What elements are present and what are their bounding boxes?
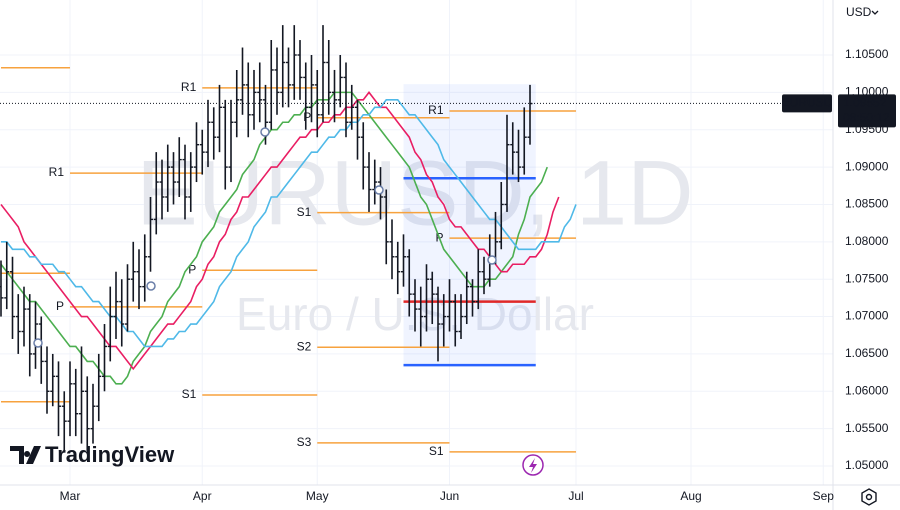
x-tick-label: Jul <box>568 489 583 503</box>
y-tick-label: 1.06500 <box>845 346 889 360</box>
event-icon[interactable] <box>487 255 497 265</box>
y-tick-label: 1.06000 <box>845 383 889 397</box>
x-tick-label: Jun <box>440 489 459 503</box>
moving-average <box>0 91 560 371</box>
pivot-label: R1 <box>428 103 444 117</box>
brand: TradingView <box>45 442 175 467</box>
logo-mark <box>10 446 41 464</box>
moving-averages <box>0 91 577 385</box>
settings-button[interactable] <box>861 488 877 506</box>
lightning-icon[interactable] <box>522 454 544 476</box>
symbol-tag <box>782 94 832 113</box>
settings-dot <box>865 493 873 501</box>
last-price-label: 1.09852 <box>843 96 887 110</box>
price-tag <box>838 94 896 128</box>
pivot-label: R1 <box>181 80 197 94</box>
pivot-label: P <box>188 262 196 276</box>
y-tick-label: 1.07500 <box>845 271 889 285</box>
y-tick-label: 1.10500 <box>845 47 889 61</box>
event-icon[interactable] <box>260 127 270 137</box>
pivot-label: S1 <box>429 444 444 458</box>
countdown: 08:50:12 <box>843 111 890 125</box>
price-bars <box>0 25 533 452</box>
y-tick-label: 1.07000 <box>845 309 889 323</box>
y-tick-label: 1.08000 <box>845 234 889 248</box>
moving-average <box>1 99 577 348</box>
pivot-label: S3 <box>297 435 312 449</box>
volume-profile <box>403 84 536 367</box>
settings-hex <box>861 488 877 506</box>
x-tick-label: Apr <box>193 489 212 503</box>
y-tick-label: 1.08500 <box>845 197 889 211</box>
moving-average <box>0 91 548 385</box>
pivot-label: R1 <box>49 165 65 179</box>
profile-area <box>403 84 536 366</box>
pivot-label: P <box>56 299 64 313</box>
chevron <box>871 10 879 15</box>
event-icon[interactable] <box>146 281 156 291</box>
event-icons <box>33 127 497 348</box>
pivot-label: P <box>303 110 311 124</box>
logo[interactable]: TradingView <box>10 442 175 467</box>
symbol-label: EURUSD <box>782 96 833 110</box>
pivot-label: S1 <box>182 387 197 401</box>
x-tick-label: Mar <box>60 489 81 503</box>
y-tick-label: 1.05500 <box>845 421 889 435</box>
watermark: EURUSD, 1D <box>136 142 693 244</box>
currency: USD <box>846 5 872 19</box>
pivot-label: S2 <box>297 339 312 353</box>
lightning-bolt <box>529 458 537 473</box>
y-tick-label: 1.05000 <box>845 458 889 472</box>
y-tick-label: 1.09000 <box>845 159 889 173</box>
x-tick-label: May <box>306 489 329 503</box>
currency-selector[interactable]: USD <box>846 5 879 19</box>
event-icon[interactable] <box>33 338 43 348</box>
pivot-label: S1 <box>297 205 312 219</box>
event-icon[interactable] <box>374 185 384 195</box>
x-tick-label: Sep <box>813 489 835 503</box>
x-tick-label: Aug <box>680 489 701 503</box>
